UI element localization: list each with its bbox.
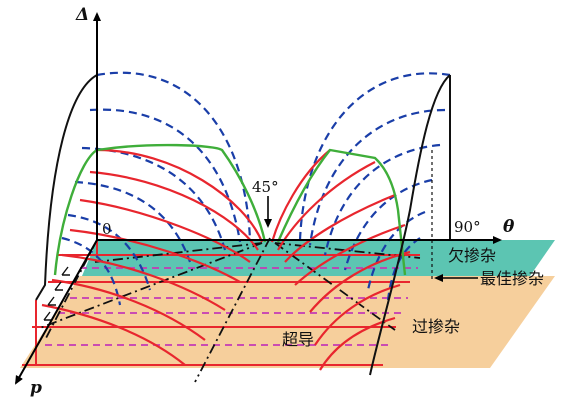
green-optimal-curve (53, 143, 407, 276)
optimal-label: 最佳掺杂 (480, 269, 544, 288)
max-angle-label: 90° (454, 218, 481, 236)
overdoped-label: 过掺杂 (412, 317, 460, 336)
outer-envelope (35, 74, 451, 376)
red-curves-left (41, 148, 264, 366)
red-curves-right (270, 149, 411, 371)
dashdot-diagonals (39, 237, 421, 383)
theta-axis-label: θ (503, 217, 515, 237)
p-axis-label: p (30, 378, 42, 397)
origin-label: 0 (102, 220, 112, 238)
p-axis (15, 239, 98, 385)
blue-dashed-curves-left (61, 71, 252, 306)
delta-axis-label: Δ (75, 5, 89, 25)
angle-45-label: 45° (252, 178, 279, 196)
underdoped-label: 欠掺杂 (448, 246, 496, 265)
axes (15, 12, 502, 385)
superconducting-label: 超导 (282, 330, 314, 349)
